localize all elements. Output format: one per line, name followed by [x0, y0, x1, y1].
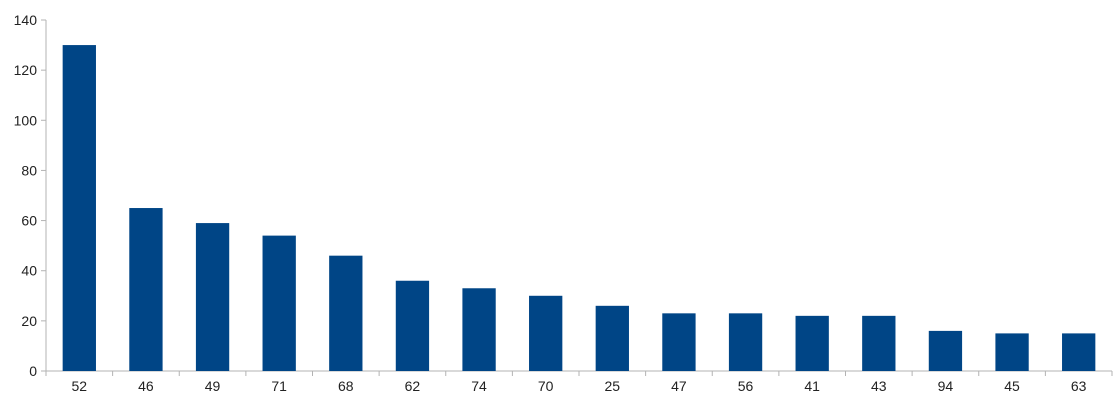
bar — [195, 223, 230, 371]
x-tick-label: 71 — [271, 378, 287, 394]
bar — [928, 330, 963, 371]
x-tick-label: 45 — [1004, 378, 1020, 394]
y-tick-label: 60 — [21, 213, 37, 229]
y-tick-label: 100 — [14, 112, 38, 128]
chart-bars — [62, 45, 1096, 371]
bar — [129, 208, 163, 371]
bar — [262, 235, 296, 371]
bar — [329, 255, 363, 371]
x-tick-label: 62 — [405, 378, 421, 394]
bar — [595, 305, 629, 371]
x-tick-label: 49 — [205, 378, 221, 394]
x-tick-label: 94 — [938, 378, 954, 394]
x-tick-label: 47 — [671, 378, 687, 394]
y-tick-label: 40 — [21, 263, 37, 279]
y-tick-label: 140 — [14, 12, 38, 28]
y-tick-label: 80 — [21, 162, 37, 178]
x-tick-label: 25 — [605, 378, 621, 394]
x-tick-label: 43 — [871, 378, 887, 394]
bar — [1062, 333, 1096, 371]
y-tick-labels: 0 20 40 60 80 100 120 140 — [14, 12, 38, 379]
bar — [62, 45, 96, 371]
bar — [529, 295, 563, 371]
y-tick-label: 120 — [14, 62, 38, 78]
bar — [395, 280, 430, 371]
x-tick-label: 68 — [338, 378, 354, 394]
bar — [728, 313, 763, 371]
bar — [862, 315, 896, 371]
x-tick-label: 74 — [471, 378, 487, 394]
y-tick-label: 0 — [29, 363, 37, 379]
bar — [795, 315, 829, 371]
y-tick-label: 20 — [21, 313, 37, 329]
x-tick-label: 70 — [538, 378, 554, 394]
x-tick-label: 63 — [1071, 378, 1087, 394]
bar — [462, 288, 496, 371]
x-tick-label: 56 — [738, 378, 754, 394]
x-tick-label: 46 — [138, 378, 154, 394]
x-tick-label: 52 — [72, 378, 88, 394]
bar — [662, 313, 696, 371]
x-tick-labels: 52 46 49 71 68 62 74 70 25 47 56 41 43 94 45 63 — [72, 378, 1087, 394]
bar — [995, 333, 1029, 371]
x-tick-label: 41 — [804, 378, 820, 394]
